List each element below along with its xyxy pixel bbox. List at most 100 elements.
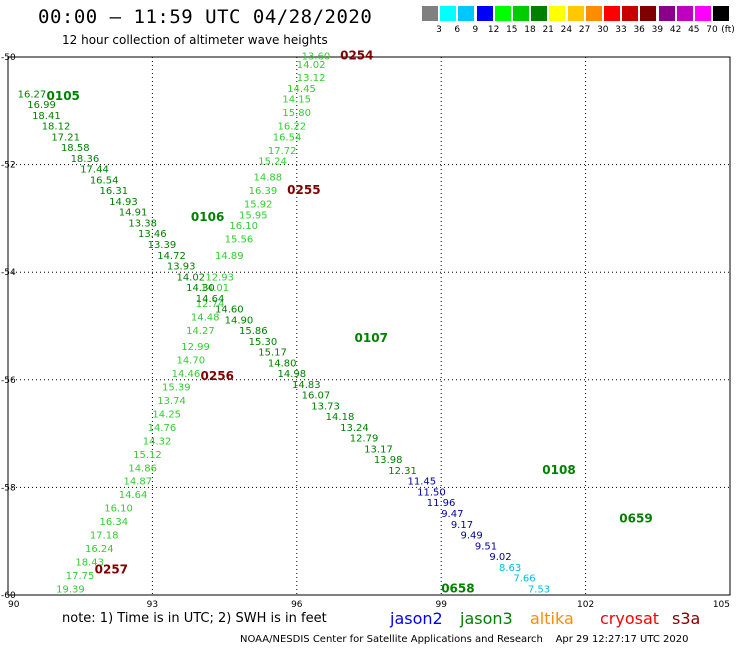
wave-height-value: 14.98 [278, 369, 307, 380]
wave-height-value: 12.74 [196, 299, 225, 310]
x-tick-label: 90 [8, 600, 20, 610]
legend-tick-label: 33 [615, 25, 627, 35]
x-tick-label: 96 [291, 600, 303, 610]
wave-height-value: 15.95 [239, 210, 268, 221]
legend-swatch [585, 6, 602, 21]
legend-tick-label: 6 [454, 25, 461, 35]
legend-swatch [531, 6, 548, 21]
wave-height-value: 13.24 [340, 423, 369, 434]
wave-height-value: 9.17 [451, 520, 473, 531]
wave-height-value: 7.53 [528, 584, 550, 595]
wave-height-value: 15.86 [239, 326, 268, 337]
wave-height-value: 16.27 [18, 89, 47, 100]
wave-height-value: 14.64 [196, 294, 225, 305]
wave-height-value: 18.43 [75, 557, 104, 568]
wave-height-value: 13.12 [297, 73, 326, 84]
legend-swatch [549, 6, 566, 21]
wave-height-value: 14.18 [326, 412, 355, 423]
y-tick-label: -56 [1, 376, 16, 386]
time-label: 0254 [340, 49, 373, 63]
wave-height-value: 16.10 [104, 504, 133, 515]
wave-height-value: 12.99 [181, 342, 210, 353]
wave-height-value: 15.24 [258, 157, 287, 168]
legend-swatch [658, 6, 675, 21]
plot-frame [7, 56, 731, 596]
legend-swatch [440, 6, 457, 21]
y-tick-label: -50 [1, 53, 16, 63]
wave-height-value: 9.02 [489, 552, 511, 563]
wave-height-value: 14.86 [128, 463, 157, 474]
legend-swatch [422, 6, 438, 21]
satellite-label-jason2: jason2 [390, 609, 443, 628]
legend-swatch [458, 6, 475, 21]
wave-height-value: 9.49 [460, 531, 482, 542]
wave-height-value: 14.70 [176, 356, 205, 367]
wave-height-value: 17.18 [90, 531, 119, 542]
wave-height-value: 14.72 [157, 251, 186, 262]
legend-tick-label: 30 [597, 25, 609, 35]
y-tick-label: -60 [1, 591, 16, 601]
wave-height-value: 16.10 [229, 221, 258, 232]
x-tick-label: 105 [713, 600, 730, 610]
y-tick-label: -54 [1, 268, 16, 278]
x-tick-label: 102 [577, 600, 594, 610]
wave-height-value: 16.39 [249, 186, 278, 197]
wave-height-value: 16.54 [273, 132, 302, 143]
wave-height-value: 11.96 [427, 498, 456, 509]
legend-swatch [676, 6, 693, 21]
wave-height-value: 19.39 [56, 584, 85, 595]
wave-height-value: 14.89 [215, 251, 244, 262]
wave-height-value: 14.27 [186, 326, 215, 337]
legend-swatch [476, 6, 493, 21]
wave-height-value: 14.90 [225, 315, 254, 326]
wave-height-value: 14.01 [201, 283, 230, 294]
wave-height-value: 14.25 [152, 409, 181, 420]
wave-height-value: 17.44 [80, 165, 109, 176]
wave-height-value: 13.60 [302, 52, 331, 63]
wave-height-value: 17.72 [268, 146, 297, 157]
wave-height-value: 14.87 [124, 477, 153, 488]
wave-height-value: 18.58 [61, 143, 90, 154]
wave-height-value: 14.93 [109, 197, 138, 208]
legend-tick-label: 15 [506, 25, 518, 35]
legend-tick-label: 45 [688, 25, 700, 35]
legend-tick-label: 39 [651, 25, 664, 35]
wave-height-value: 11.45 [408, 477, 437, 488]
time-label: 0255 [287, 183, 320, 197]
wave-height-value: 13.74 [157, 396, 186, 407]
wave-height-value: 7.66 [513, 574, 535, 585]
wave-height-value: 12.79 [350, 434, 379, 445]
legend-tick-label: 3 [436, 25, 442, 35]
legend-tick-label: 9 [472, 25, 479, 35]
wave-height-value: 13.98 [374, 455, 403, 466]
legend-unit: (ft) [721, 25, 735, 35]
legend-tick-label: 18 [524, 25, 536, 35]
wave-height-value: 16.99 [27, 100, 56, 111]
x-tick-label: 93 [147, 600, 158, 610]
wave-height-value: 14.48 [191, 313, 220, 324]
wave-height-value: 16.22 [278, 122, 307, 133]
wave-height-value: 16.07 [302, 391, 331, 402]
wave-height-value: 12.31 [388, 466, 417, 477]
legend-swatch [604, 6, 620, 21]
wave-height-value: 13.73 [311, 401, 340, 412]
wave-height-value: 15.80 [282, 108, 311, 119]
wave-height-value: 8.63 [499, 563, 521, 574]
time-label: 0658 [441, 581, 474, 595]
wave-height-value: 14.02 [297, 60, 326, 71]
time-label: 0107 [355, 331, 388, 345]
wave-height-value: 17.21 [51, 132, 80, 143]
legend-swatch [622, 6, 639, 21]
wave-height-value: 13.38 [128, 218, 157, 229]
legend-swatch [713, 6, 730, 21]
wave-height-value: 14.76 [148, 423, 177, 434]
wave-height-value: 13.39 [148, 240, 177, 251]
wave-height-value: 14.88 [253, 173, 282, 184]
wave-height-value: 13.93 [167, 262, 196, 273]
wave-height-value: 15.12 [133, 450, 162, 461]
wave-height-value: 14.45 [287, 84, 316, 95]
wave-height-value: 15.17 [258, 348, 287, 359]
wave-height-value: 18.41 [32, 111, 61, 122]
time-label: 0256 [201, 369, 234, 383]
